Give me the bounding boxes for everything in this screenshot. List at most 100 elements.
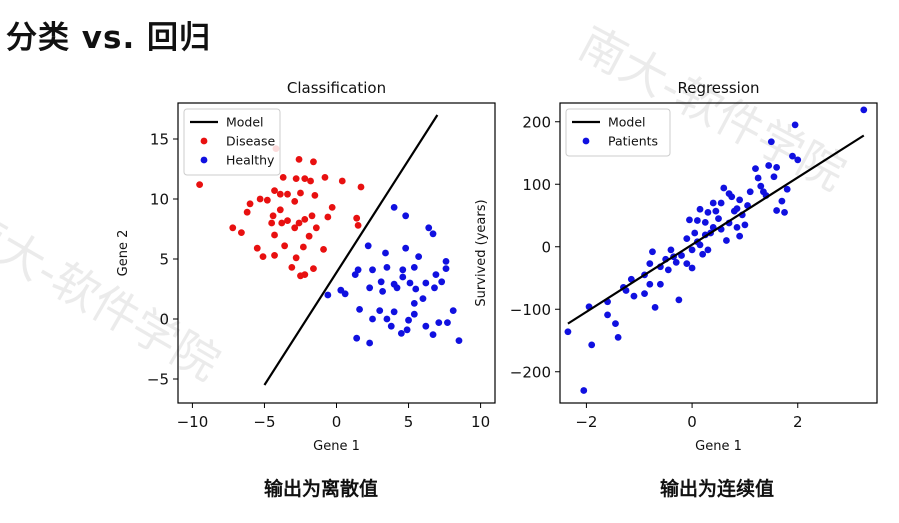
classification-point-disease	[310, 158, 317, 166]
classification-legend-box	[183, 108, 281, 176]
regression-point-patients	[860, 106, 868, 114]
classification-point-disease	[276, 206, 284, 214]
classification-point-healthy	[383, 264, 391, 271]
regression-point-patients	[773, 207, 781, 214]
classification-point-healthy	[444, 319, 451, 326]
classification-y-axis-title: Gene 2	[116, 230, 131, 277]
regression-point-patients	[646, 260, 654, 268]
classification-point-healthy	[432, 271, 440, 278]
regression-legend-patients-swatch	[582, 137, 590, 145]
classification-point-disease	[271, 231, 278, 239]
regression-point-patients	[588, 341, 596, 349]
classification-point-disease	[357, 183, 365, 191]
classification-point-healthy	[364, 242, 372, 250]
classification-point-healthy	[402, 244, 410, 252]
regression-x-axis-title: Gene 1	[695, 439, 742, 454]
regression-point-patients	[646, 280, 654, 288]
classification-point-disease	[271, 187, 278, 195]
classification-chart-title: Classification	[287, 79, 386, 97]
classification-point-healthy	[425, 224, 433, 232]
regression-point-patients	[612, 320, 619, 328]
regression-point-patients	[733, 223, 741, 231]
regression-point-patients	[688, 264, 696, 272]
classification-point-healthy	[377, 278, 385, 286]
classification-point-disease	[299, 243, 307, 251]
classification-point-healthy	[402, 212, 410, 220]
classification-y-tick-label: 0	[159, 311, 169, 329]
regression-point-patients	[664, 266, 672, 274]
classification-point-disease	[276, 190, 284, 198]
classification-point-disease	[328, 204, 336, 211]
classification-point-healthy	[429, 331, 437, 338]
regression-point-patients	[765, 162, 773, 169]
classification-point-disease	[338, 177, 346, 185]
regression-point-patients	[717, 199, 725, 207]
classification-point-disease	[281, 242, 289, 250]
classification-point-disease	[196, 181, 204, 189]
regression-model-line	[567, 134, 865, 325]
classification-point-disease	[310, 265, 317, 272]
classification-point-healthy	[382, 249, 389, 257]
classification-point-healthy	[351, 271, 359, 278]
classification-point-healthy	[341, 290, 349, 298]
regression-point-patients	[770, 173, 778, 181]
regression-axes-frame	[559, 102, 878, 404]
regression-point-patients	[678, 252, 685, 259]
classification-point-disease	[305, 232, 313, 240]
regression-y-tick-label: −100	[510, 301, 551, 319]
classification-point-healthy	[393, 284, 401, 292]
regression-x-tick-label: 2	[793, 413, 803, 431]
classification-legend-healthy-swatch	[200, 156, 208, 164]
classification-legend-disease-swatch	[200, 137, 208, 145]
regression-point-patients	[696, 241, 704, 249]
classification-point-disease	[321, 174, 329, 181]
classification-point-disease	[284, 190, 291, 198]
classification-point-healthy	[369, 315, 376, 323]
regression-point-patients	[794, 156, 802, 164]
classification-y-tick-label: −5	[147, 371, 169, 389]
slide-title: 分类 vs. 回归	[6, 20, 212, 56]
classification-point-healthy	[410, 310, 418, 318]
classification-point-disease	[353, 214, 361, 222]
classification-point-healthy	[399, 273, 407, 281]
classification-point-disease	[291, 198, 299, 205]
regression-legend-patients-label: Patients	[608, 134, 658, 149]
regression-point-patients	[691, 229, 699, 237]
classification-point-healthy	[403, 326, 411, 334]
classification-point-disease	[295, 219, 303, 227]
regression-point-patients	[725, 190, 733, 198]
regression-legend-box	[565, 108, 671, 157]
regression-point-patients	[773, 163, 781, 171]
regression-point-patients	[701, 218, 709, 226]
classification-point-healthy	[455, 337, 463, 344]
classification-legend-disease-label: Disease	[226, 134, 275, 149]
classification-point-healthy	[442, 265, 450, 272]
regression-point-patients	[712, 207, 720, 215]
regression-point-patients	[604, 311, 611, 319]
classification-point-disease	[268, 219, 276, 227]
regression-point-patients	[709, 199, 717, 207]
regression-point-patients	[686, 216, 693, 224]
regression-point-patients	[683, 260, 691, 268]
classification-point-healthy	[356, 306, 363, 313]
classification-point-disease	[229, 224, 237, 232]
classification-point-disease	[263, 196, 271, 204]
classification-legend-healthy-label: Healthy	[226, 153, 275, 168]
classification-point-disease	[308, 212, 316, 220]
regression-y-tick-label: 100	[522, 176, 551, 194]
classification-point-disease	[354, 222, 362, 229]
regression-point-patients	[746, 188, 754, 196]
classification-point-healthy	[390, 204, 398, 211]
classification-point-healthy	[412, 285, 420, 293]
classification-point-healthy	[383, 315, 391, 323]
classification-y-tick-label: 10	[150, 191, 169, 209]
classification-point-disease	[243, 208, 251, 216]
classification-point-disease	[311, 192, 319, 199]
regression-legend-model-label: Model	[608, 115, 646, 130]
classification-x-tick-label: 5	[404, 413, 414, 431]
regression-point-patients	[720, 184, 728, 192]
classification-point-healthy	[435, 319, 443, 326]
classification-point-disease	[269, 212, 277, 220]
classification-model-line	[263, 114, 439, 386]
classification-point-disease	[271, 252, 278, 259]
